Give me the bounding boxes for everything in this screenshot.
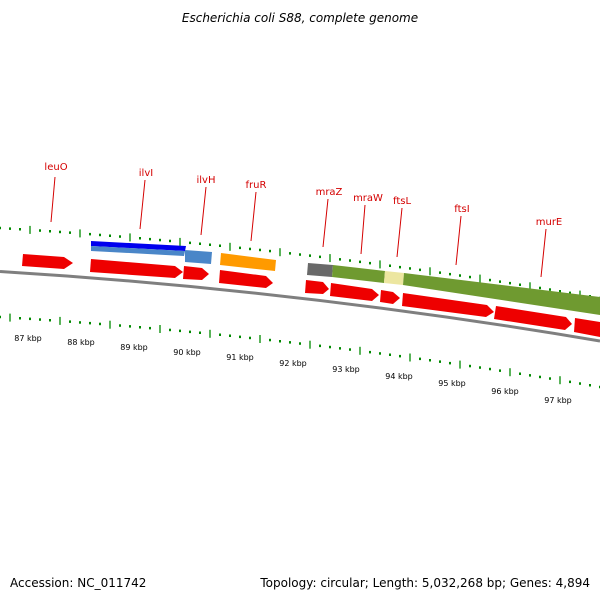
gene-arrow[interactable] — [574, 318, 600, 337]
kbp-label: 89 kbp — [120, 343, 148, 352]
operon-ilv — [91, 241, 212, 264]
gene-arrow[interactable] — [494, 306, 572, 330]
genome-backbone — [0, 270, 600, 343]
kbp-label: 95 kbp — [438, 379, 466, 388]
fruR-band — [220, 253, 276, 271]
gene-arrow[interactable] — [22, 254, 73, 269]
gene-label-ftsI[interactable]: ftsI — [454, 204, 469, 215]
leader-line — [540, 228, 547, 278]
gene-label-mraZ[interactable]: mraZ — [316, 187, 343, 198]
gene-leaders — [50, 176, 547, 278]
kbp-label: 96 kbp — [491, 387, 519, 396]
gene-arrow[interactable] — [305, 280, 329, 294]
leader-line — [396, 207, 403, 258]
leader-line — [200, 186, 207, 236]
ilvH-band — [185, 250, 212, 264]
leader-line — [139, 179, 146, 230]
gene-label-ilvI[interactable]: ilvI — [139, 168, 153, 179]
kbp-scale-labels: 87 kbp 88 kbp 89 kbp 90 kbp 91 kbp 92 kb… — [14, 334, 572, 405]
genome-summary-text: Topology: circular; Length: 5,032,268 bp… — [260, 576, 590, 590]
gene-label-ilvH[interactable]: ilvH — [197, 175, 216, 186]
leader-line — [455, 215, 462, 266]
accession-text: Accession: NC_011742 — [10, 576, 147, 590]
gene-label-ftsL[interactable]: ftsL — [393, 196, 411, 207]
upper-scale-ticks — [0, 225, 600, 300]
ftsI-band — [403, 273, 600, 315]
gene-label-fruR[interactable]: fruR — [246, 180, 267, 191]
gene-arrow[interactable] — [402, 293, 494, 317]
gene-label-murE[interactable]: murE — [536, 217, 563, 228]
gene-arrow[interactable] — [330, 283, 379, 301]
gene-labels: leuO ilvI ilvH fruR mraZ mraW ftsL ftsI … — [44, 162, 562, 228]
kbp-label: 94 kbp — [385, 372, 413, 381]
kbp-label: 92 kbp — [279, 359, 307, 368]
gene-arrow[interactable] — [380, 290, 400, 304]
leader-line — [50, 176, 56, 223]
operon-dcw — [307, 263, 600, 315]
kbp-label: 90 kbp — [173, 348, 201, 357]
ftsL-band — [384, 271, 404, 285]
mraZ-band — [307, 263, 333, 277]
kbp-label: 97 kbp — [544, 396, 572, 405]
kbp-label: 93 kbp — [332, 365, 360, 374]
mraW-band — [332, 265, 385, 283]
kbp-label: 88 kbp — [67, 338, 95, 347]
leader-line — [250, 191, 257, 242]
gene-arrows — [22, 254, 600, 337]
leader-line — [322, 198, 329, 248]
gene-arrow[interactable] — [183, 266, 209, 280]
lower-scale-ticks — [0, 313, 600, 389]
gene-arrow[interactable] — [219, 270, 273, 288]
gene-label-leuO[interactable]: leuO — [44, 162, 67, 173]
gene-arrow[interactable] — [90, 259, 183, 278]
ilvI-band-lower — [91, 246, 185, 256]
gene-label-mraW[interactable]: mraW — [353, 193, 383, 204]
map-title: Escherichia coli S88, complete genome — [182, 11, 418, 25]
kbp-label: 91 kbp — [226, 353, 254, 362]
kbp-label: 87 kbp — [14, 334, 42, 343]
leader-line — [360, 204, 366, 255]
ilvI-band — [91, 241, 186, 251]
